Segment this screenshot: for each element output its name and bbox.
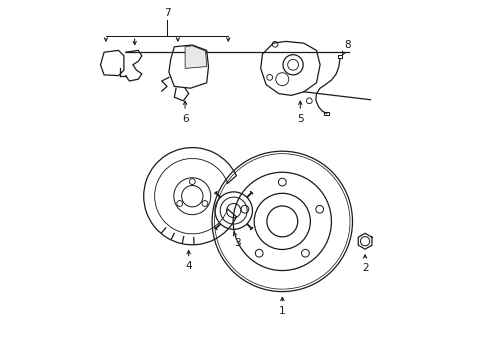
Text: 8: 8	[342, 40, 350, 55]
Polygon shape	[168, 45, 208, 88]
Text: 3: 3	[233, 232, 240, 248]
Text: 4: 4	[185, 251, 192, 271]
Polygon shape	[185, 46, 206, 68]
Text: 2: 2	[361, 255, 367, 273]
Polygon shape	[324, 112, 328, 115]
Text: 1: 1	[279, 297, 285, 316]
Text: 6: 6	[182, 101, 188, 124]
Polygon shape	[260, 41, 320, 95]
Polygon shape	[101, 50, 123, 76]
Polygon shape	[337, 55, 342, 58]
Text: 5: 5	[296, 101, 303, 124]
Text: 7: 7	[163, 8, 170, 18]
